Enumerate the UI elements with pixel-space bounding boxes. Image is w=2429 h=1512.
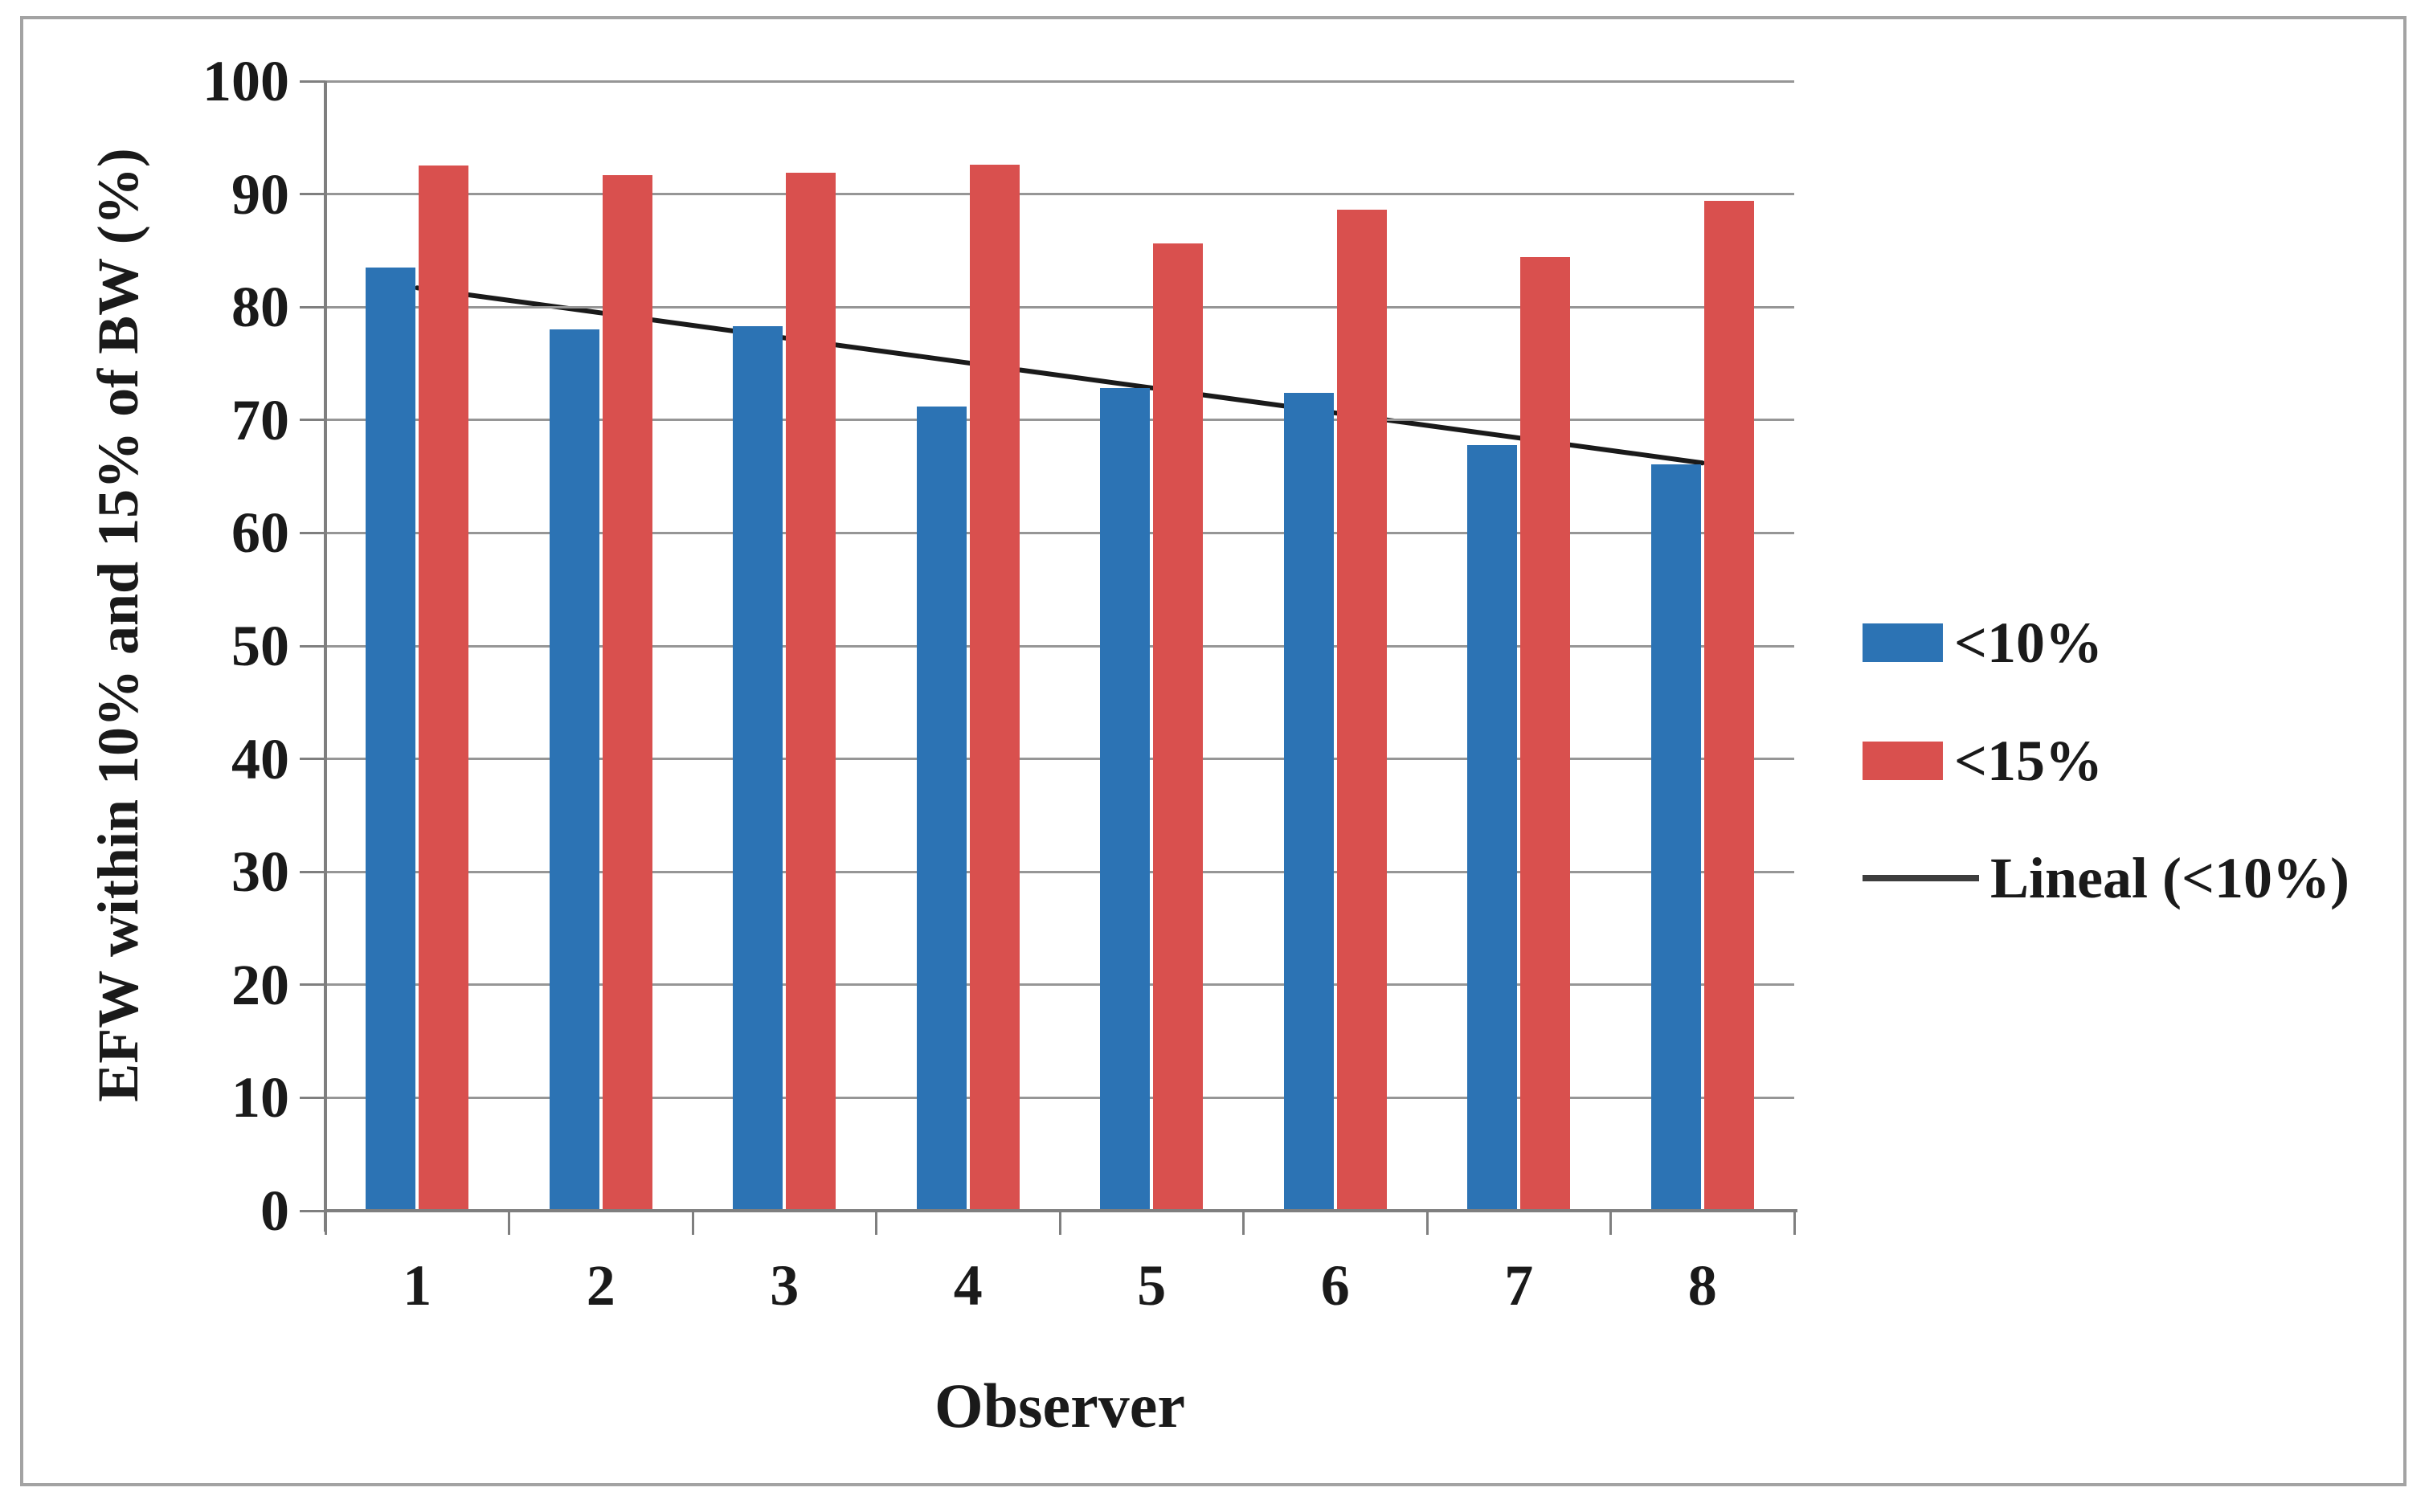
y-tick-70 [300,419,325,422]
x-tick-6 [1425,1211,1429,1235]
bar-lt15-observer-4 [969,165,1020,1211]
gridline-40 [325,758,1794,761]
y-tick-50 [300,644,325,648]
x-tick-label-2: 2 [586,1253,615,1318]
legend-label-lt15: <15% [1954,729,2104,793]
bar-lt15-observer-3 [786,172,836,1211]
gridline-70 [325,419,1794,422]
x-tick-7 [1609,1211,1612,1235]
x-tick-3 [875,1211,877,1235]
x-tick-label-3: 3 [770,1253,799,1318]
legend-item-lt15: <15% [1863,729,2103,793]
x-tick-5 [1242,1211,1245,1235]
y-tick-30 [300,870,325,873]
y-tick-label-80: 80 [231,275,289,340]
y-axis-line [324,81,327,1232]
legend-item-trendline: Lineal (<10%) [1863,846,2349,910]
bar-lt10-observer-7 [1467,444,1518,1211]
plot-area [325,80,1794,1211]
x-tick-label-8: 8 [1687,1253,1717,1318]
gridline-30 [325,870,1794,873]
bar-lt10-observer-3 [733,326,783,1211]
legend-item-lt10: <10% [1863,611,2103,675]
legend-line-swatch [1863,875,1979,881]
figure-border [20,16,2407,1486]
bar-lt15-observer-1 [419,166,469,1211]
bar-lt15-observer-6 [1336,210,1387,1211]
gridline-20 [325,983,1794,987]
x-axis-title: Observer [934,1371,1185,1440]
y-tick-90 [300,193,325,196]
y-tick-60 [300,531,325,534]
gridline-10 [325,1096,1794,1099]
legend-swatch-lt15 [1863,742,1943,780]
y-tick-label-50: 50 [231,614,289,678]
legend-swatch-lt10 [1863,623,1943,662]
x-tick-2 [691,1211,694,1235]
y-tick-20 [300,983,325,987]
y-tick-label-60: 60 [231,501,289,566]
x-tick-label-5: 5 [1137,1253,1167,1318]
y-tick-label-0: 0 [260,1179,289,1243]
y-tick-100 [300,80,325,83]
legend-label-lt10: <10% [1954,611,2104,675]
bar-lt10-observer-1 [366,268,416,1211]
y-tick-label-70: 70 [231,387,289,452]
bar-lt15-observer-2 [602,174,652,1211]
x-tick-label-7: 7 [1504,1253,1534,1318]
gridline-50 [325,644,1794,648]
x-tick-label-6: 6 [1320,1253,1350,1318]
y-tick-label-10: 10 [231,1065,289,1130]
bar-lt15-observer-8 [1703,201,1754,1211]
y-tick-label-40: 40 [231,726,289,791]
bar-lt10-observer-5 [1100,388,1151,1211]
y-tick-40 [300,758,325,761]
bar-lt10-observer-2 [549,329,599,1211]
x-tick-0 [324,1211,327,1235]
gridline-80 [325,305,1794,309]
bar-lt15-observer-7 [1520,257,1571,1211]
bar-lt10-observer-4 [916,406,967,1211]
x-tick-4 [1058,1211,1061,1235]
y-tick-label-30: 30 [231,840,289,905]
x-tick-1 [508,1211,510,1235]
y-tick-80 [300,305,325,309]
legend-label-trendline: Lineal (<10%) [1990,846,2350,910]
x-tick-8 [1793,1211,1796,1235]
y-tick-0 [300,1209,325,1212]
bar-lt15-observer-5 [1153,243,1204,1211]
bar-lt10-observer-6 [1283,393,1334,1211]
gridline-60 [325,531,1794,534]
y-tick-label-20: 20 [231,952,289,1017]
x-tick-label-1: 1 [403,1253,432,1318]
gridline-90 [325,193,1794,196]
y-tick-label-90: 90 [231,161,289,227]
gridline-100 [325,80,1794,83]
y-tick-10 [300,1096,325,1099]
bar-lt10-observer-8 [1650,464,1701,1211]
x-tick-label-4: 4 [953,1253,983,1318]
y-tick-label-100: 100 [202,49,289,113]
